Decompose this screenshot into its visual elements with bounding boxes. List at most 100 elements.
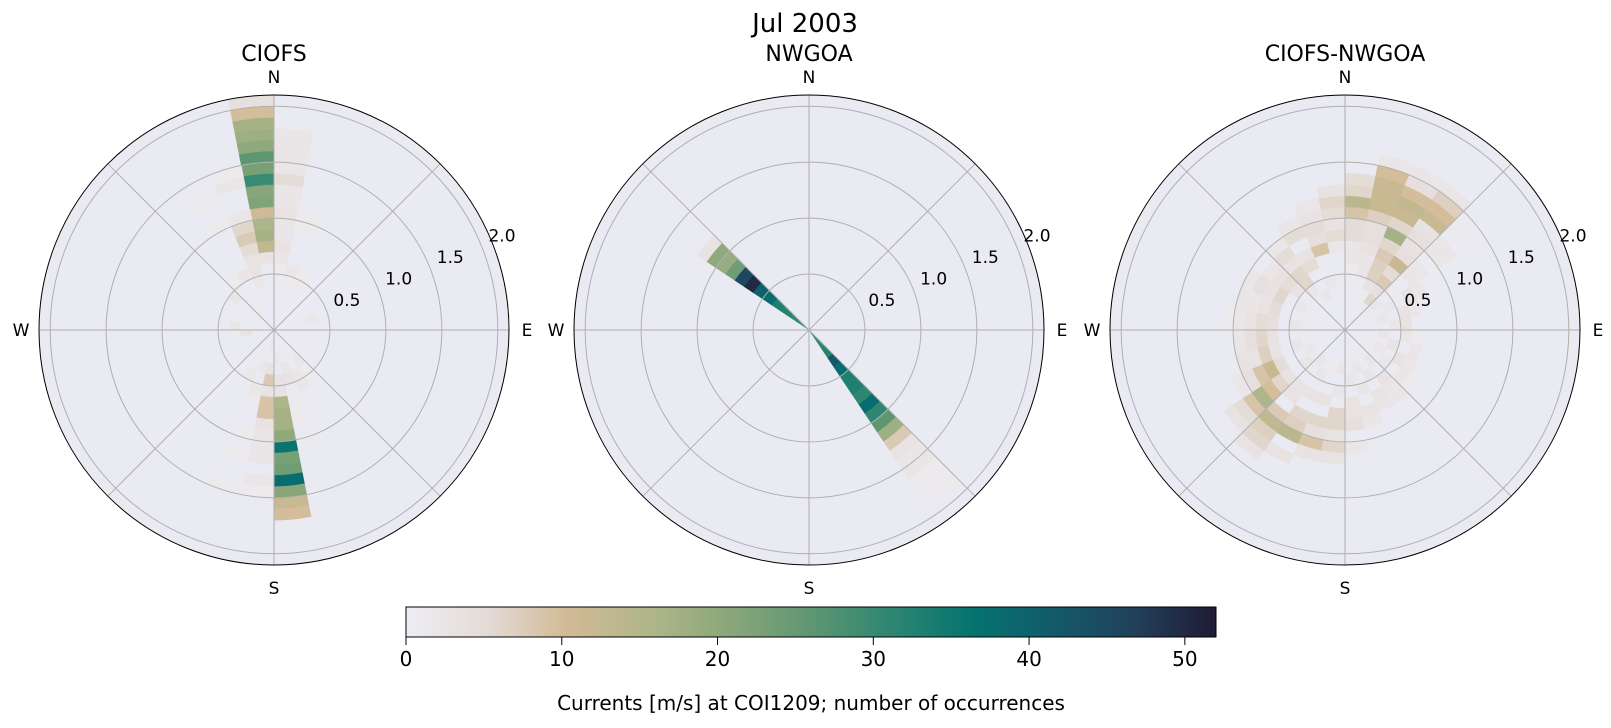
- colorbar-tick-label: 40: [1016, 647, 1041, 671]
- histogram-cell: [1325, 229, 1346, 243]
- histogram-cell: [304, 336, 319, 348]
- polar-axes-rim: [1109, 94, 1581, 566]
- histogram-cell: [920, 472, 960, 508]
- histogram-cell: [1331, 384, 1346, 398]
- histogram-cell: [1244, 329, 1258, 350]
- histogram-cell: [273, 240, 292, 254]
- histogram-cell: [1365, 334, 1379, 344]
- angular-gridline: [273, 329, 441, 497]
- histogram-cell: [1353, 298, 1364, 312]
- radial-tick-label: 1.0: [1456, 269, 1483, 289]
- histogram-cell: [1333, 273, 1346, 287]
- histogram-cell: [1344, 240, 1363, 254]
- compass-label-w: W: [13, 321, 30, 341]
- subplot-title: CIOFS: [241, 42, 306, 67]
- compass-label-n: N: [1339, 68, 1352, 88]
- histogram-cell: [1344, 273, 1357, 287]
- compass-label-w: W: [548, 321, 565, 341]
- histogram-cell: [1223, 404, 1251, 434]
- colorbar: 0 10 20 30 40 50 Currents [m/s] at COI12…: [400, 606, 1217, 715]
- radial-tick-label: 0.5: [1404, 291, 1431, 311]
- compass-label-n: N: [268, 68, 281, 88]
- angular-gridline: [1344, 329, 1512, 497]
- polar-grid: [1109, 94, 1581, 566]
- histogram-cell: [222, 443, 251, 462]
- subplot-title: CIOFS-NWGOA: [1265, 42, 1426, 67]
- histogram-cell: [260, 384, 275, 398]
- histogram-cell: [1363, 311, 1377, 322]
- histogram-cell: [256, 406, 275, 420]
- histogram-cell: [1255, 329, 1269, 348]
- compass-label-s: S: [269, 579, 280, 599]
- radial-tick-label: 1.0: [920, 269, 947, 289]
- colorbar-tick-label: 30: [861, 647, 886, 671]
- histogram-cell: [256, 240, 275, 254]
- polar-grid: [573, 94, 1045, 566]
- colorbar-tick-label: 10: [549, 647, 574, 671]
- histogram-cell: [1388, 318, 1402, 331]
- histogram-cell: [254, 417, 275, 431]
- histogram-cell: [1399, 329, 1413, 344]
- histogram-cell: [258, 395, 275, 409]
- polar-plot-nwgoa: NWGOA N E S W 0.5 1.0 1.5 2.0: [548, 42, 1068, 599]
- histogram-cell: [254, 229, 275, 243]
- radial-tick-label: 0.5: [868, 291, 895, 311]
- histogram-cell: [1344, 395, 1361, 409]
- histogram-cell: [1303, 342, 1318, 356]
- radial-tick-label: 1.5: [437, 248, 464, 268]
- angular-gridline: [642, 329, 810, 497]
- histogram-cell: [1325, 417, 1346, 431]
- radial-tick-label: 2.0: [488, 227, 515, 247]
- histogram-cell: [273, 373, 286, 387]
- histogram-cell: [1288, 318, 1302, 331]
- compass-label-s: S: [1340, 579, 1351, 599]
- polar-grid: [38, 94, 510, 566]
- radial-tick-label: 1.5: [972, 248, 999, 268]
- histogram-cell: [1327, 406, 1346, 420]
- histogram-cell: [1344, 406, 1363, 420]
- compass-label-e: E: [522, 321, 533, 341]
- angular-gridline: [1344, 163, 1512, 331]
- histogram-cell: [1344, 229, 1365, 243]
- histogram-cell: [255, 348, 266, 362]
- angular-gridline: [273, 163, 441, 331]
- histogram-cell: [1431, 234, 1457, 262]
- histogram-cell: [262, 373, 275, 387]
- histogram-cell: [248, 288, 262, 303]
- histogram-cell: [273, 395, 290, 409]
- histogram-cell: [1344, 251, 1361, 265]
- histogram-cell: [273, 251, 290, 265]
- polar-axes-rim: [573, 94, 1045, 566]
- compass-label-n: N: [803, 68, 816, 88]
- histogram-cell: [1353, 348, 1364, 362]
- angular-gridline: [107, 329, 275, 497]
- histogram-cell: [273, 128, 314, 144]
- angular-gridline: [808, 163, 976, 331]
- histogram-cell: [273, 229, 294, 243]
- histogram-cell: [282, 348, 293, 362]
- histogram-cell: [1344, 417, 1365, 431]
- histogram-cell: [1255, 312, 1269, 331]
- radial-tick-label: 0.5: [333, 291, 360, 311]
- histogram-cell: [304, 312, 319, 324]
- histogram-cell: [247, 450, 275, 465]
- histogram-cell: [1410, 329, 1424, 346]
- angular-gridline: [808, 329, 976, 497]
- subplot-title: NWGOA: [765, 42, 852, 67]
- colorbar-tick-label: 20: [705, 647, 730, 671]
- compass-label-s: S: [804, 579, 815, 599]
- radial-tick-label: 1.0: [385, 269, 412, 289]
- histogram-cell: [1266, 329, 1280, 346]
- histogram-cell: [1244, 310, 1258, 331]
- histogram-cell: [256, 360, 268, 375]
- angular-gridline: [107, 163, 275, 331]
- histogram-cell: [1447, 218, 1476, 250]
- angular-gridline: [642, 163, 810, 331]
- histogram-cell: [282, 298, 293, 312]
- histogram-cell: [273, 384, 288, 398]
- histogram-cell: [1344, 373, 1357, 387]
- histogram-cell: [273, 406, 292, 420]
- histogram-cell: [1266, 314, 1280, 331]
- compass-label-w: W: [1084, 321, 1101, 341]
